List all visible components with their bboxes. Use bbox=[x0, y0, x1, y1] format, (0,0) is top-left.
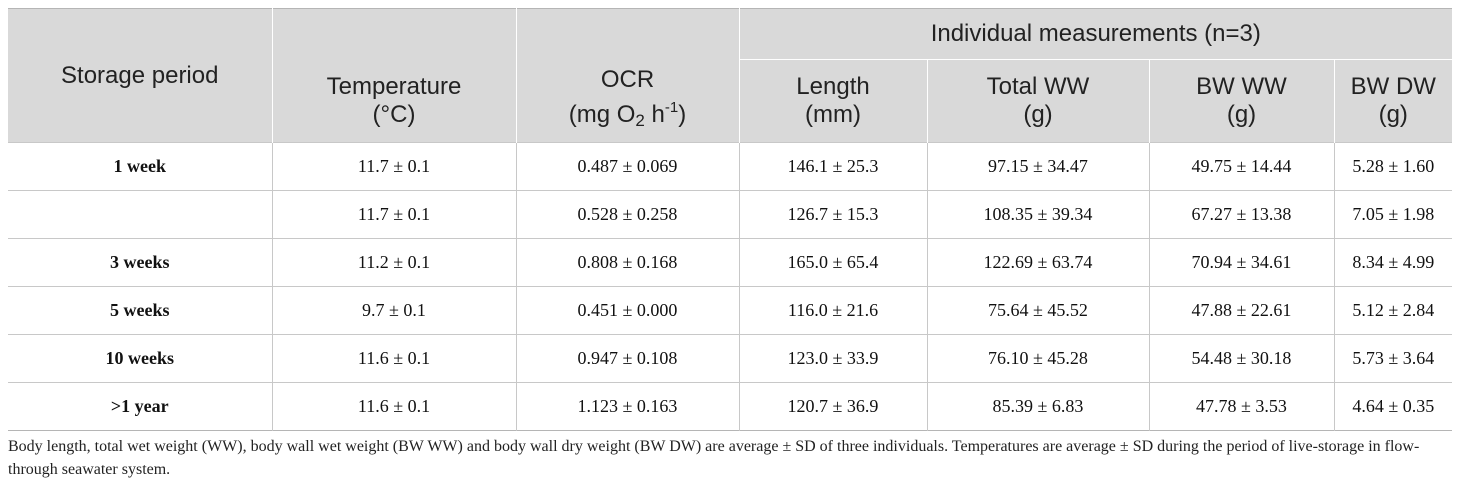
cell-ocr: 0.487 ± 0.069 bbox=[516, 142, 740, 191]
cell-ocr: 0.451 ± 0.000 bbox=[516, 286, 740, 335]
cell-bw-ww: 70.94 ± 34.61 bbox=[1149, 238, 1335, 287]
cell-bw-dw: 7.05 ± 1.98 bbox=[1334, 190, 1453, 239]
cell-ocr: 0.528 ± 0.258 bbox=[516, 190, 740, 239]
cell-temperature: 11.6 ± 0.1 bbox=[272, 382, 517, 431]
table-footnote: Body length, total wet weight (WW), body… bbox=[8, 438, 1420, 478]
cell-storage-period: 3 weeks bbox=[8, 238, 273, 287]
col-header-bw-dw: BW DW (g) bbox=[1334, 59, 1453, 143]
group-header-individual-measurements: Individual measurements (n=3) bbox=[739, 8, 1453, 60]
col-header-ocr-label: OCR bbox=[600, 66, 655, 94]
cell-bw-ww: 49.75 ± 14.44 bbox=[1149, 142, 1335, 191]
table-body: 1 week 11.7 ± 0.1 0.487 ± 0.069 146.1 ± … bbox=[8, 142, 1453, 431]
table-row: 10 weeks 11.6 ± 0.1 0.947 ± 0.108 123.0 … bbox=[8, 334, 1453, 383]
col-header-ocr-unit: (mg O2 h-1) bbox=[568, 99, 687, 131]
cell-bw-dw: 4.64 ± 0.35 bbox=[1334, 382, 1453, 431]
col-header-bw-dw-unit: (g) bbox=[1378, 101, 1408, 128]
col-header-temperature-unit: (°C) bbox=[372, 100, 416, 128]
cell-bw-dw: 5.12 ± 2.84 bbox=[1334, 286, 1453, 335]
col-header-temperature: Temperature (°C) bbox=[272, 59, 517, 143]
col-header-length-unit: (mm) bbox=[805, 101, 861, 128]
header-blank-cell bbox=[516, 8, 740, 60]
cell-length: 123.0 ± 33.9 bbox=[739, 334, 928, 383]
cell-ocr: 1.123 ± 0.163 bbox=[516, 382, 740, 431]
table-row: 1 week 11.7 ± 0.1 0.487 ± 0.069 146.1 ± … bbox=[8, 142, 1453, 191]
table-row: 5 weeks 9.7 ± 0.1 0.451 ± 0.000 116.0 ± … bbox=[8, 286, 1453, 335]
table-row: 3 weeks 11.2 ± 0.1 0.808 ± 0.168 165.0 ±… bbox=[8, 238, 1453, 287]
col-header-bw-ww-label: BW WW bbox=[1196, 73, 1287, 100]
cell-length: 116.0 ± 21.6 bbox=[739, 286, 928, 335]
cell-storage-period: 5 weeks bbox=[8, 286, 273, 335]
table-header: Storage period Individual measurements (… bbox=[8, 8, 1453, 143]
table-row: 11.7 ± 0.1 0.528 ± 0.258 126.7 ± 15.3 10… bbox=[8, 190, 1453, 239]
data-table: Storage period Individual measurements (… bbox=[8, 8, 1453, 431]
cell-bw-ww: 47.78 ± 3.53 bbox=[1149, 382, 1335, 431]
cell-bw-dw: 8.34 ± 4.99 bbox=[1334, 238, 1453, 287]
cell-bw-dw: 5.73 ± 3.64 bbox=[1334, 334, 1453, 383]
col-header-length-label: Length bbox=[796, 73, 870, 100]
cell-storage-period bbox=[8, 190, 273, 239]
cell-total-ww: 85.39 ± 6.83 bbox=[927, 382, 1150, 431]
cell-ocr: 0.947 ± 0.108 bbox=[516, 334, 740, 383]
header-row-group: Storage period Individual measurements (… bbox=[8, 8, 1453, 143]
col-header-bw-ww-unit: (g) bbox=[1226, 101, 1257, 128]
cell-temperature: 9.7 ± 0.1 bbox=[272, 286, 517, 335]
col-header-total-ww-label: Total WW bbox=[986, 73, 1090, 100]
cell-length: 146.1 ± 25.3 bbox=[739, 142, 928, 191]
col-header-bw-ww: BW WW (g) bbox=[1149, 59, 1335, 143]
cell-storage-period: >1 year bbox=[8, 382, 273, 431]
cell-bw-dw: 5.28 ± 1.60 bbox=[1334, 142, 1453, 191]
cell-temperature: 11.7 ± 0.1 bbox=[272, 142, 517, 191]
cell-total-ww: 122.69 ± 63.74 bbox=[927, 238, 1150, 287]
cell-ocr: 0.808 ± 0.168 bbox=[516, 238, 740, 287]
header-row-columns: Temperature (°C) OCR (mg O2 h-1) Length … bbox=[8, 59, 1453, 143]
cell-length: 165.0 ± 65.4 bbox=[739, 238, 928, 287]
cell-length: 126.7 ± 15.3 bbox=[739, 190, 928, 239]
col-header-ocr: OCR (mg O2 h-1) bbox=[516, 59, 740, 143]
cell-total-ww: 76.10 ± 45.28 bbox=[927, 334, 1150, 383]
col-header-total-ww-unit: (g) bbox=[1023, 101, 1053, 128]
table-figure: Storage period Individual measurements (… bbox=[8, 8, 1453, 481]
col-header-total-ww: Total WW (g) bbox=[927, 59, 1150, 143]
cell-total-ww: 108.35 ± 39.34 bbox=[927, 190, 1150, 239]
col-header-storage-period: Storage period bbox=[8, 8, 273, 143]
cell-bw-ww: 67.27 ± 13.38 bbox=[1149, 190, 1335, 239]
cell-temperature: 11.7 ± 0.1 bbox=[272, 190, 517, 239]
header-blank-cell bbox=[272, 8, 517, 60]
cell-temperature: 11.2 ± 0.1 bbox=[272, 238, 517, 287]
cell-total-ww: 97.15 ± 34.47 bbox=[927, 142, 1150, 191]
col-header-temperature-label: Temperature bbox=[326, 72, 462, 100]
cell-storage-period: 1 week bbox=[8, 142, 273, 191]
table-row: >1 year 11.6 ± 0.1 1.123 ± 0.163 120.7 ±… bbox=[8, 382, 1453, 431]
cell-length: 120.7 ± 36.9 bbox=[739, 382, 928, 431]
cell-bw-ww: 54.48 ± 30.18 bbox=[1149, 334, 1335, 383]
cell-storage-period: 10 weeks bbox=[8, 334, 273, 383]
cell-bw-ww: 47.88 ± 22.61 bbox=[1149, 286, 1335, 335]
col-header-bw-dw-label: BW DW bbox=[1350, 73, 1436, 100]
col-header-length: Length (mm) bbox=[739, 59, 928, 143]
cell-total-ww: 75.64 ± 45.52 bbox=[927, 286, 1150, 335]
cell-temperature: 11.6 ± 0.1 bbox=[272, 334, 517, 383]
